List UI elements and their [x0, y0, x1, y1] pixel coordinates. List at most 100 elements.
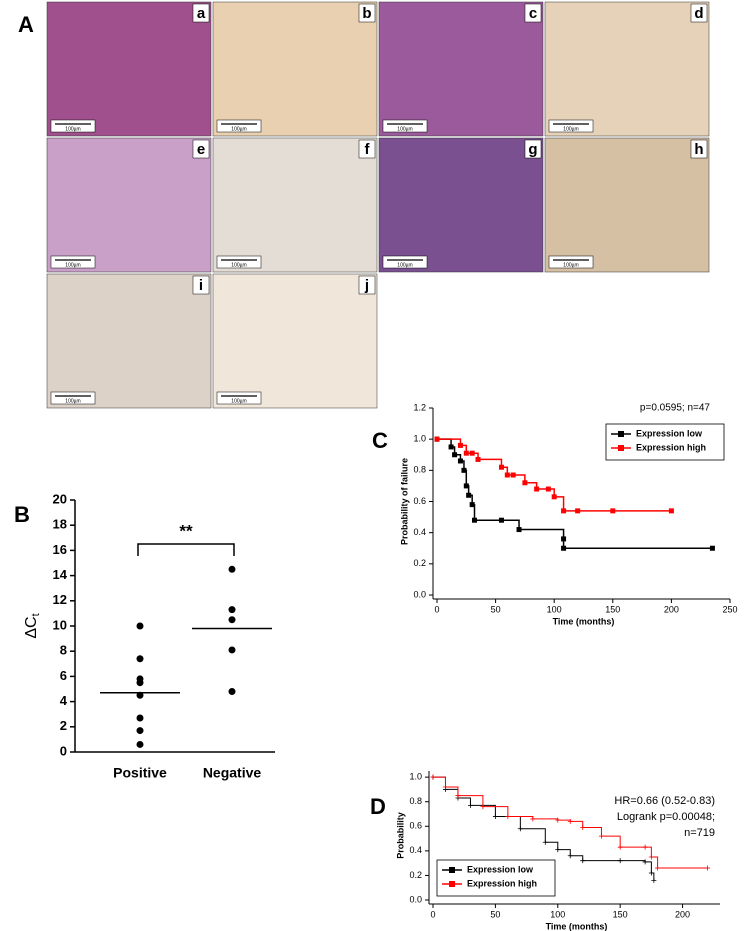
data-point	[136, 740, 144, 748]
marker	[510, 472, 516, 478]
marker	[575, 508, 581, 514]
panel-label: C	[372, 428, 388, 453]
y-tick-label: 8	[60, 643, 67, 658]
histology-image	[378, 1, 544, 137]
marker	[561, 545, 567, 551]
censor-mark	[442, 784, 448, 790]
censor-mark	[555, 847, 561, 853]
marker	[709, 545, 715, 551]
panel-label: A	[18, 12, 34, 37]
marker	[469, 502, 475, 508]
censor-mark	[617, 844, 623, 850]
censor-mark	[480, 804, 486, 810]
label-box	[358, 3, 376, 23]
x-tick-label: 50	[491, 604, 501, 614]
tile-label: g	[528, 141, 537, 158]
legend-label: Expression low	[636, 428, 703, 438]
panel-label: B	[14, 502, 30, 527]
tile-label: b	[362, 5, 371, 22]
marker	[504, 472, 510, 478]
tile-label: j	[364, 277, 369, 294]
annotation: n=719	[684, 827, 715, 839]
scale-bar-label: 100µm	[231, 262, 246, 268]
data-point	[228, 688, 236, 696]
histology-image	[46, 137, 212, 273]
y-tick-label: 1.0	[413, 434, 426, 444]
scale-bar-label: 100µm	[563, 262, 578, 268]
label-box	[690, 3, 708, 23]
scale-bar-label: 100µm	[397, 262, 412, 268]
scale-bar-label: 100µm	[65, 126, 80, 132]
censor-mark	[648, 854, 654, 860]
y-tick-label: 0.4	[413, 527, 426, 537]
x-tick-label: 50	[490, 909, 500, 919]
scale-bar-label: 100µm	[563, 126, 578, 132]
tile-label: c	[529, 5, 537, 22]
censor-mark	[542, 839, 548, 845]
histology-image	[544, 137, 710, 273]
censor-mark	[580, 858, 586, 864]
legend-marker	[449, 867, 455, 873]
data-point	[136, 714, 144, 722]
label-box	[192, 139, 210, 159]
scale-bar-box	[548, 119, 594, 133]
marker	[448, 444, 454, 450]
annotation: HR=0.66 (0.52-0.83)	[614, 795, 715, 807]
legend-marker	[449, 881, 455, 887]
annotation: Logrank p=0.00048;	[617, 811, 715, 823]
tile-label: f	[365, 141, 371, 158]
marker	[545, 486, 551, 492]
label-box	[192, 3, 210, 23]
y-tick-label: 0.8	[409, 796, 422, 806]
censor-mark	[430, 774, 436, 780]
marker	[516, 527, 522, 533]
data-point	[228, 606, 236, 614]
y-tick-label: 20	[53, 491, 67, 506]
data-point	[136, 727, 144, 735]
significance: **	[179, 521, 193, 540]
data-point	[136, 691, 144, 699]
censor-mark	[555, 817, 561, 823]
y-axis-label-sub: t	[30, 613, 42, 616]
y-tick-label: 1.2	[413, 402, 426, 412]
data-point	[136, 622, 144, 630]
marker	[463, 483, 469, 489]
censor-mark	[492, 813, 498, 819]
label-box	[524, 3, 542, 23]
tile-label: e	[197, 141, 205, 158]
censor-mark	[567, 853, 573, 859]
annotation: p=0.0595; n=47	[640, 403, 711, 414]
histology-image	[46, 273, 212, 409]
y-tick-label: 6	[60, 668, 67, 683]
censor-mark	[598, 833, 604, 839]
scale-bar-box	[382, 119, 428, 133]
scale-bar-label: 100µm	[231, 398, 246, 404]
label-box	[358, 139, 376, 159]
censor-mark	[517, 826, 523, 832]
marker	[466, 492, 472, 498]
marker	[461, 467, 467, 473]
significance-bracket	[137, 543, 235, 556]
tile-label: a	[197, 5, 206, 22]
censor-mark	[617, 858, 623, 864]
y-tick-label: 18	[53, 517, 67, 532]
y-tick-label: 0.6	[413, 496, 426, 506]
data-point	[228, 616, 236, 624]
legend-marker	[618, 431, 624, 437]
data-point	[136, 679, 144, 687]
scale-bar-box	[216, 255, 262, 269]
histology-image	[544, 1, 710, 137]
x-axis-label: Time (months)	[546, 921, 608, 931]
scale-bar-box	[548, 255, 594, 269]
x-tick-label: 200	[664, 604, 679, 614]
data-point	[228, 565, 236, 573]
x-tick-label: 0	[434, 604, 439, 614]
y-tick-label: 16	[53, 542, 67, 557]
x-tick-label: 250	[722, 604, 737, 614]
censor-mark	[651, 877, 657, 883]
x-tick-label: Positive	[113, 765, 167, 781]
y-tick-label: 4	[60, 693, 68, 708]
y-tick-label: 0.8	[413, 465, 426, 475]
marker	[472, 517, 478, 523]
